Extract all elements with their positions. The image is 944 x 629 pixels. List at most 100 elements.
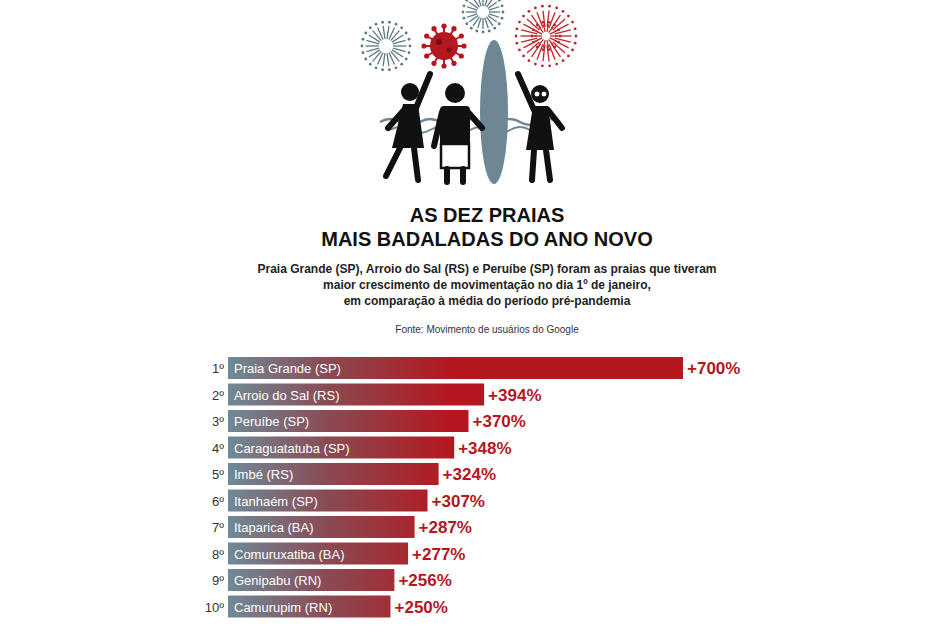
firework-ray (489, 11, 500, 12)
text-line: MAIS BADALADAS DO ANO NOVO (321, 228, 652, 250)
firework (515, 5, 578, 67)
firework-dot (375, 23, 378, 26)
firework-ray (549, 27, 554, 33)
category-label: Comuruxatiba (BA) (234, 547, 345, 562)
firework-ray (527, 19, 539, 30)
bars (228, 357, 683, 618)
data-label: +348% (458, 439, 511, 458)
firework-dot (482, 31, 485, 34)
firework-dot (405, 58, 408, 61)
firework-dot (381, 21, 384, 24)
firework-ray (366, 45, 379, 46)
firework-dot (498, 0, 501, 2)
firework-dot (405, 32, 408, 35)
firework-dot (555, 63, 558, 66)
firework-ray (550, 38, 557, 41)
surfboard (480, 40, 508, 184)
firework-ray (550, 31, 557, 34)
bar (228, 596, 391, 618)
person-glasses (541, 91, 547, 97)
firework-dot (462, 11, 465, 14)
firework-dot (548, 64, 551, 67)
firework-ray (383, 26, 385, 39)
person-limb (460, 169, 466, 182)
firework (531, 21, 562, 51)
virus-knob (431, 26, 436, 31)
bar (228, 357, 683, 379)
firework-dot (574, 27, 577, 30)
category-label: Itanhaém (SP) (234, 494, 318, 509)
person-limb (434, 112, 442, 146)
firework-ray (535, 38, 542, 41)
virus-body (430, 32, 458, 60)
firework-dot (532, 29, 535, 32)
firework-ray (539, 39, 544, 45)
firework-dot (465, 22, 468, 25)
firework-dot (465, 0, 468, 2)
firework-dot (400, 26, 403, 29)
category-label: Praia Grande (SP) (234, 361, 341, 376)
person-limb (546, 150, 550, 180)
person-head (401, 83, 419, 101)
virus-knob (424, 33, 429, 38)
firework-dot (541, 21, 544, 24)
title: AS DEZ PRAIASMAIS BADALADAS DO ANO NOVO (321, 204, 652, 250)
virus-knob (461, 43, 466, 48)
firework-dot (571, 21, 574, 24)
firework-dot (518, 49, 521, 52)
firework-dot (548, 5, 551, 8)
firework-dot (553, 24, 556, 27)
firework-dot (408, 51, 411, 54)
firework-dot (548, 21, 551, 24)
firework-ray (539, 27, 544, 33)
data-label: +700% (687, 359, 740, 378)
firework-ray (467, 14, 477, 17)
firework-dot (369, 63, 372, 66)
firework-dot (388, 68, 391, 71)
firework-dot (395, 23, 398, 26)
firework-dot (528, 10, 531, 13)
firework (361, 21, 412, 71)
firework-dot (362, 38, 365, 41)
firework-dot (522, 15, 525, 18)
firework-ray (393, 40, 406, 44)
firework-dot (571, 49, 574, 52)
source: Fonte: Movimento de usuários do Google (395, 324, 579, 335)
category-label: Peruíbe (SP) (234, 414, 309, 429)
firework-dot (364, 58, 367, 61)
firework-dot (567, 54, 570, 57)
data-label: +324% (443, 465, 496, 484)
bar (228, 437, 454, 459)
virus (421, 23, 466, 68)
firework-ray (553, 19, 565, 30)
person-limb (386, 148, 400, 176)
person-limb (388, 110, 404, 128)
virus-spot (436, 39, 442, 45)
rank-label: 8º (212, 547, 224, 562)
category-label: Caraguatatuba (SP) (234, 441, 350, 456)
firework-dot (575, 35, 578, 38)
person-limb (518, 74, 534, 110)
firework-ray (521, 38, 537, 42)
data-label: +394% (488, 386, 541, 405)
firework-dot (375, 66, 378, 69)
firework-ray (534, 35, 542, 36)
illustration (361, 0, 578, 184)
firework-dot (502, 11, 505, 14)
firework-ray (392, 50, 403, 57)
bar (228, 516, 415, 538)
firework-dot (400, 63, 403, 66)
firework-dot (361, 45, 364, 48)
subtitle: Praia Grande (SP), Arroio do Sal (RS) e … (257, 262, 716, 308)
bar (228, 490, 428, 512)
person-limb (548, 110, 562, 128)
category-label: Arroio do Sal (RS) (234, 388, 339, 403)
firework-dot (501, 4, 504, 7)
firework-dot (541, 64, 544, 67)
virus-knob (451, 61, 456, 66)
firework-ray (391, 31, 400, 41)
firework-ray (543, 24, 545, 32)
firework-ray (547, 24, 549, 32)
firework-dot (562, 59, 565, 62)
virus-knob (441, 23, 446, 28)
